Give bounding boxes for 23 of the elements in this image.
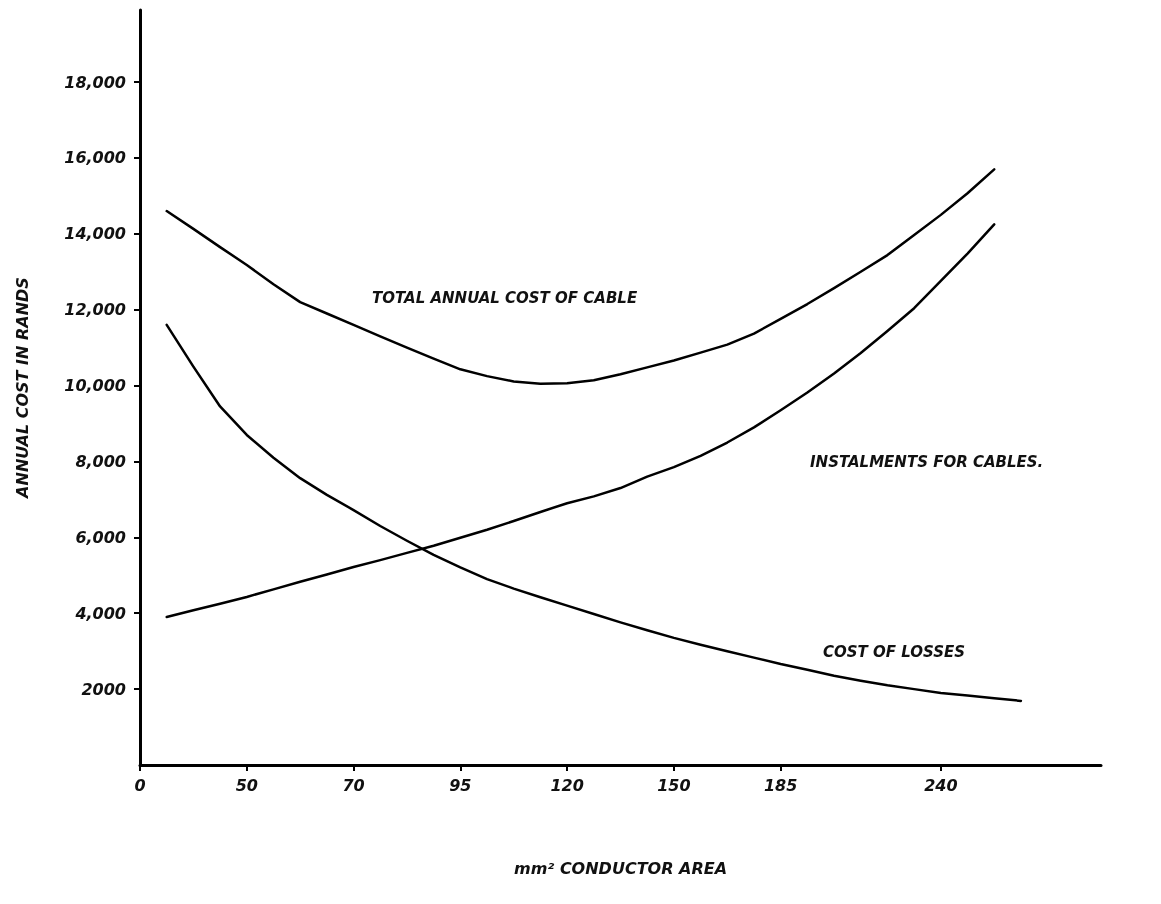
- line-series: [165, 168, 996, 385]
- x-axis-title: mm² CONDUCTOR AREA: [513, 858, 728, 878]
- x-tick-label: 0: [134, 775, 146, 795]
- y-axis-title: ANNUAL COST IN RANDS: [12, 277, 32, 500]
- y-tick-label: 2000: [81, 679, 126, 699]
- y-tick-label: 14,000: [64, 224, 126, 244]
- y-tick-label: 4,000: [74, 603, 126, 623]
- y-tick-label: 16,000: [64, 148, 126, 168]
- x-tick-label: 50: [235, 775, 258, 795]
- x-tick-label: 70: [342, 775, 365, 795]
- x-tick-label: 95: [449, 775, 472, 795]
- y-tick-label: 10,000: [64, 376, 126, 396]
- y-tick-label: 18,000: [64, 72, 126, 92]
- annotation: TOTAL ANNUAL COST OF CABLE: [372, 289, 638, 307]
- annotation: COST OF LOSSES: [823, 643, 966, 661]
- x-tick-label: 185: [763, 775, 798, 795]
- y-tick-label: 12,000: [64, 300, 126, 320]
- x-tick-label: 150: [657, 775, 691, 795]
- y-tick-label: 8,000: [75, 451, 126, 471]
- x-tick-label: 120: [550, 775, 584, 795]
- annotation: INSTALMENTS FOR CABLES.: [810, 453, 1044, 471]
- x-tick-label: 240: [924, 775, 958, 795]
- y-tick-label: 6,000: [75, 527, 126, 547]
